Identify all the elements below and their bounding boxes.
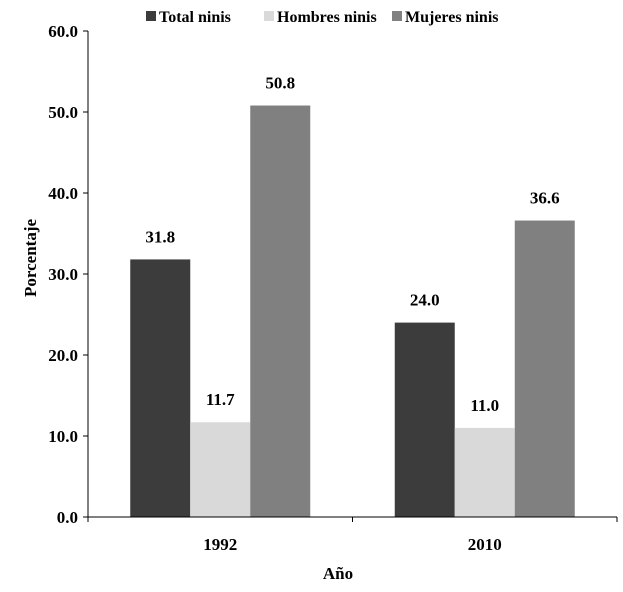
- y-tick-label: 20.0: [48, 346, 78, 365]
- bar-total-ninis-2010: [394, 322, 455, 517]
- x-category-label: 1992: [203, 535, 237, 554]
- data-label: 50.8: [265, 74, 295, 93]
- y-tick-label: 60.0: [48, 22, 78, 41]
- data-label: 24.0: [410, 291, 440, 310]
- y-axis-title: Porcentaje: [21, 219, 40, 297]
- y-tick-label: 0.0: [57, 508, 78, 527]
- data-label: 11.7: [206, 390, 235, 409]
- x-axis: 1992 2010: [87, 516, 618, 554]
- legend: Total ninis Hombres ninis Mujeres ninis: [146, 9, 498, 26]
- y-axis: 0.0 10.0 20.0 30.0 40.0 50.0 60.0: [48, 22, 89, 527]
- data-labels: 31.8 11.7 50.8 24.0 11.0 36.6: [145, 74, 559, 415]
- legend-label: Hombres ninis: [277, 9, 377, 26]
- bar-total-ninis-1992: [130, 259, 191, 517]
- legend-label: Mujeres ninis: [405, 9, 498, 26]
- bar-mujeres-ninis-1992: [250, 105, 311, 518]
- legend-label: Total ninis: [159, 9, 231, 26]
- bars: [130, 105, 575, 518]
- data-label: 36.6: [530, 189, 560, 208]
- x-axis-title: Año: [323, 564, 353, 583]
- bar-mujeres-ninis-2010: [514, 220, 575, 518]
- data-label: 31.8: [145, 227, 175, 246]
- bar-hombres-ninis-2010: [454, 427, 515, 517]
- bar-hombres-ninis-1992: [190, 422, 251, 517]
- y-tick-label: 50.0: [48, 103, 78, 122]
- y-tick-label: 30.0: [48, 265, 78, 284]
- x-category-label: 2010: [468, 535, 502, 554]
- data-label: 11.0: [470, 396, 499, 415]
- legend-swatch: [392, 11, 402, 21]
- legend-swatch: [146, 11, 156, 21]
- y-tick-label: 10.0: [48, 427, 78, 446]
- legend-swatch: [264, 11, 274, 21]
- y-tick-label: 40.0: [48, 184, 78, 203]
